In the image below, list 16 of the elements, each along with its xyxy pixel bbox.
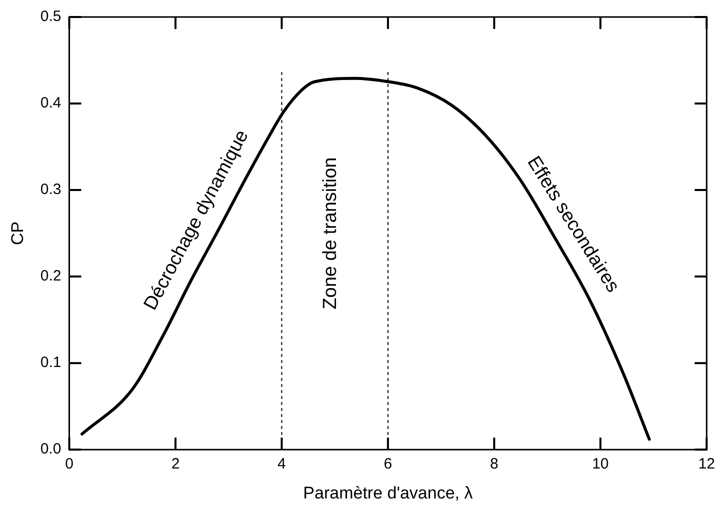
x-axis-title: Paramètre d'avance, λ <box>303 483 474 502</box>
y-tick-label: 0.0 <box>40 440 62 458</box>
x-tick-label: 4 <box>278 456 286 473</box>
y-tick-label: 0.2 <box>40 268 62 285</box>
x-tick-label: 6 <box>384 456 392 473</box>
y-tick-label: 0.5 <box>40 8 62 26</box>
y-tick-label: 0.3 <box>40 181 62 198</box>
x-tick-label: 2 <box>171 456 180 473</box>
annotation: Zone de transition <box>320 157 341 310</box>
x-tick-label: 8 <box>490 456 498 473</box>
x-tick-label: 10 <box>592 456 609 473</box>
y-tick-label: 0.4 <box>40 94 62 112</box>
x-tick-label: 0 <box>65 456 74 473</box>
y-axis-title: CP <box>8 221 27 246</box>
x-tick-label: 12 <box>698 456 715 473</box>
y-tick-label: 0.1 <box>40 354 62 372</box>
